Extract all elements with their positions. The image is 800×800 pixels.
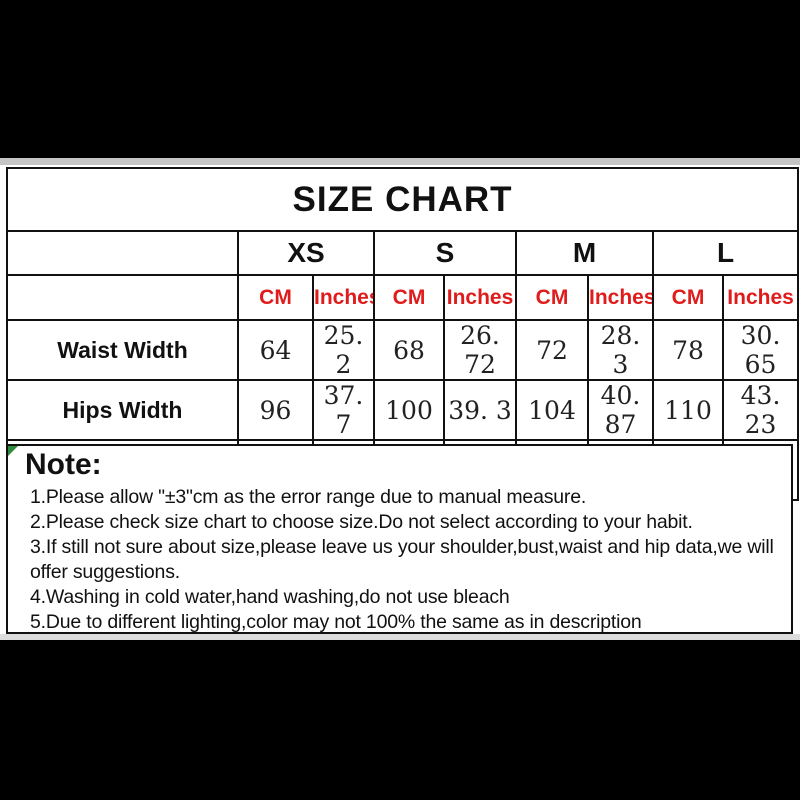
seam-divider-bottom bbox=[0, 634, 800, 640]
unit-header-xs-inches: Inches bbox=[312, 274, 375, 321]
cell-hips-l-cm: 110 bbox=[652, 379, 724, 441]
note-item-1: 1.Please allow "±3"cm as the error range… bbox=[30, 486, 587, 508]
unit-header-s-inches: Inches bbox=[443, 274, 517, 321]
cell-waist-s-cm: 68 bbox=[373, 319, 445, 381]
note-item-5: 5.Due to different lighting,color may no… bbox=[30, 611, 642, 633]
note-item-3: 3.If still not sure about size,please le… bbox=[30, 536, 774, 583]
unit-header-xs-cm: CM bbox=[237, 274, 314, 321]
size-table: SIZE CHART XS S M L CM Inches CM Inches … bbox=[5, 167, 800, 501]
page-title: SIZE CHART bbox=[5, 167, 800, 232]
corner-empty-cell bbox=[6, 274, 239, 321]
size-header-m: M bbox=[515, 230, 654, 276]
cell-hips-s-inches: 39. 3 bbox=[443, 379, 517, 441]
letterbox-top bbox=[0, 0, 800, 158]
note-heading: Note: bbox=[25, 448, 102, 481]
cell-hips-m-cm: 104 bbox=[515, 379, 589, 441]
cell-waist-s-inches: 26. 72 bbox=[443, 319, 517, 381]
cell-waist-xs-cm: 64 bbox=[237, 319, 314, 381]
unit-header-m-cm: CM bbox=[515, 274, 589, 321]
corner-empty-cell bbox=[6, 230, 239, 276]
cell-hips-s-cm: 100 bbox=[373, 379, 445, 441]
cell-waist-m-cm: 72 bbox=[515, 319, 589, 381]
size-header-xs: XS bbox=[237, 230, 375, 276]
cell-hips-xs-inches: 37. 7 bbox=[312, 379, 375, 441]
seam-divider-top bbox=[0, 158, 800, 165]
cell-hips-m-inches: 40. 87 bbox=[587, 379, 654, 441]
size-header-s: S bbox=[373, 230, 517, 276]
note-items: 1.Please allow "±3"cm as the error range… bbox=[30, 485, 783, 635]
cell-waist-l-inches: 30. 65 bbox=[721, 319, 800, 381]
row-label-hips-width: Hips Width bbox=[6, 379, 239, 441]
cell-waist-m-inches: 28. 3 bbox=[587, 319, 654, 381]
cell-waist-l-cm: 78 bbox=[652, 319, 724, 381]
size-header-l: L bbox=[651, 230, 800, 276]
note-box: Note: 1.Please allow "±3"cm as the error… bbox=[6, 444, 793, 634]
unit-header-l-inches: Inches bbox=[721, 274, 800, 321]
excel-corner-marker-icon bbox=[8, 446, 18, 456]
unit-header-s-cm: CM bbox=[373, 274, 445, 321]
note-item-4: 4.Washing in cold water,hand washing,do … bbox=[30, 586, 510, 608]
row-label-waist-width: Waist Width bbox=[6, 319, 239, 381]
unit-header-m-inches: Inches bbox=[587, 274, 654, 321]
size-chart-panel: SIZE CHART XS S M L CM Inches CM Inches … bbox=[0, 158, 800, 640]
letterbox-bottom bbox=[0, 640, 800, 800]
note-item-2: 2.Please check size chart to choose size… bbox=[30, 511, 693, 533]
unit-header-l-cm: CM bbox=[652, 274, 724, 321]
cell-hips-xs-cm: 96 bbox=[237, 379, 314, 441]
cell-waist-xs-inches: 25. 2 bbox=[312, 319, 375, 381]
cell-hips-l-inches: 43. 23 bbox=[721, 379, 800, 441]
